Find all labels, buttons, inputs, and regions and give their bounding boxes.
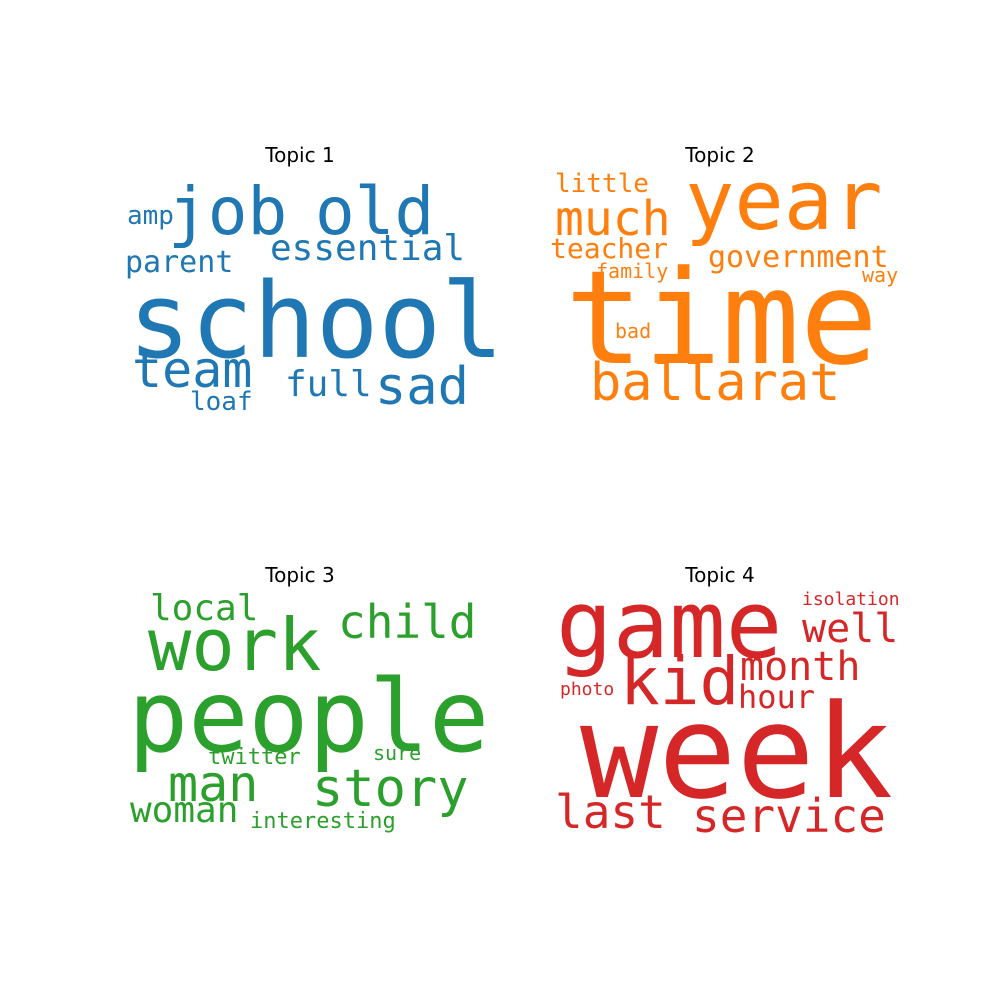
topic-title: Topic 1 xyxy=(265,143,335,167)
word-cloud-word: little xyxy=(555,169,649,199)
word-cloud-word: ballarat xyxy=(590,353,841,413)
word-cloud-word: way xyxy=(862,263,899,287)
word-cloud-word: photo xyxy=(560,679,615,700)
topic-1-panel: Topic 1 job old amp essential parent school te… xyxy=(90,143,510,443)
word-cloud-word: child xyxy=(338,595,477,649)
topic-3-panel: Topic 3 local child work people twitter sure m… xyxy=(90,563,510,863)
word-cloud-word: story xyxy=(312,759,469,819)
word-cloud-word: month xyxy=(740,644,861,690)
topic-title: Topic 3 xyxy=(265,563,335,587)
word-cloud-word: interesting xyxy=(250,809,396,834)
topic-title: Topic 4 xyxy=(685,563,755,587)
word-cloud-word: year xyxy=(685,154,883,249)
word-cloud-word: time xyxy=(565,242,879,394)
word-cloud-word: twitter xyxy=(208,745,301,770)
word-cloud: local child work people twitter sure man story w… xyxy=(90,563,510,863)
word-cloud-word: week xyxy=(580,676,894,828)
word-cloud-word: full xyxy=(285,364,372,405)
word-cloud-word: job xyxy=(168,173,288,250)
word-cloud-word: work xyxy=(148,603,322,687)
word-cloud-word: bad xyxy=(615,319,652,343)
word-cloud-word: family xyxy=(596,259,669,283)
topic-4-panel: Topic 4 game isolation well month kid photo ho… xyxy=(510,563,930,863)
word-cloud-word: much xyxy=(555,191,671,247)
word-cloud-word: last xyxy=(555,785,666,839)
word-cloud-word: parent xyxy=(125,245,234,280)
word-cloud-word: kid xyxy=(620,643,740,720)
word-cloud-word: service xyxy=(692,789,886,843)
word-cloud-word: people xyxy=(128,658,490,775)
word-cloud-word: government xyxy=(708,240,889,275)
word-cloud-word: amp xyxy=(127,201,174,231)
word-cloud: little year much teacher government family way… xyxy=(510,143,930,443)
word-cloud-word: isolation xyxy=(802,589,900,610)
word-cloud: game isolation well month kid photo hour week la… xyxy=(510,563,930,863)
word-cloud-word: loaf xyxy=(190,387,253,417)
word-cloud-word: essential xyxy=(270,228,466,269)
word-cloud-word: sure xyxy=(373,741,422,765)
word-cloud-word: old xyxy=(315,173,435,250)
word-cloud: job old amp essential parent school team full sa… xyxy=(90,143,510,443)
word-cloud-word: game xyxy=(556,571,783,680)
word-cloud-word: local xyxy=(150,588,259,629)
word-cloud-word: teacher xyxy=(550,232,669,265)
word-cloud-word: school xyxy=(128,260,504,382)
word-cloud-word: sad xyxy=(375,357,469,417)
word-cloud-word: woman xyxy=(130,790,239,831)
topic-2-panel: Topic 2 little year much teacher government f… xyxy=(510,143,930,443)
word-cloud-word: well xyxy=(802,606,899,652)
word-cloud-word: hour xyxy=(738,678,816,716)
word-cloud-word: team xyxy=(132,341,253,399)
word-cloud-word: man xyxy=(168,755,259,813)
topic-title: Topic 2 xyxy=(685,143,755,167)
